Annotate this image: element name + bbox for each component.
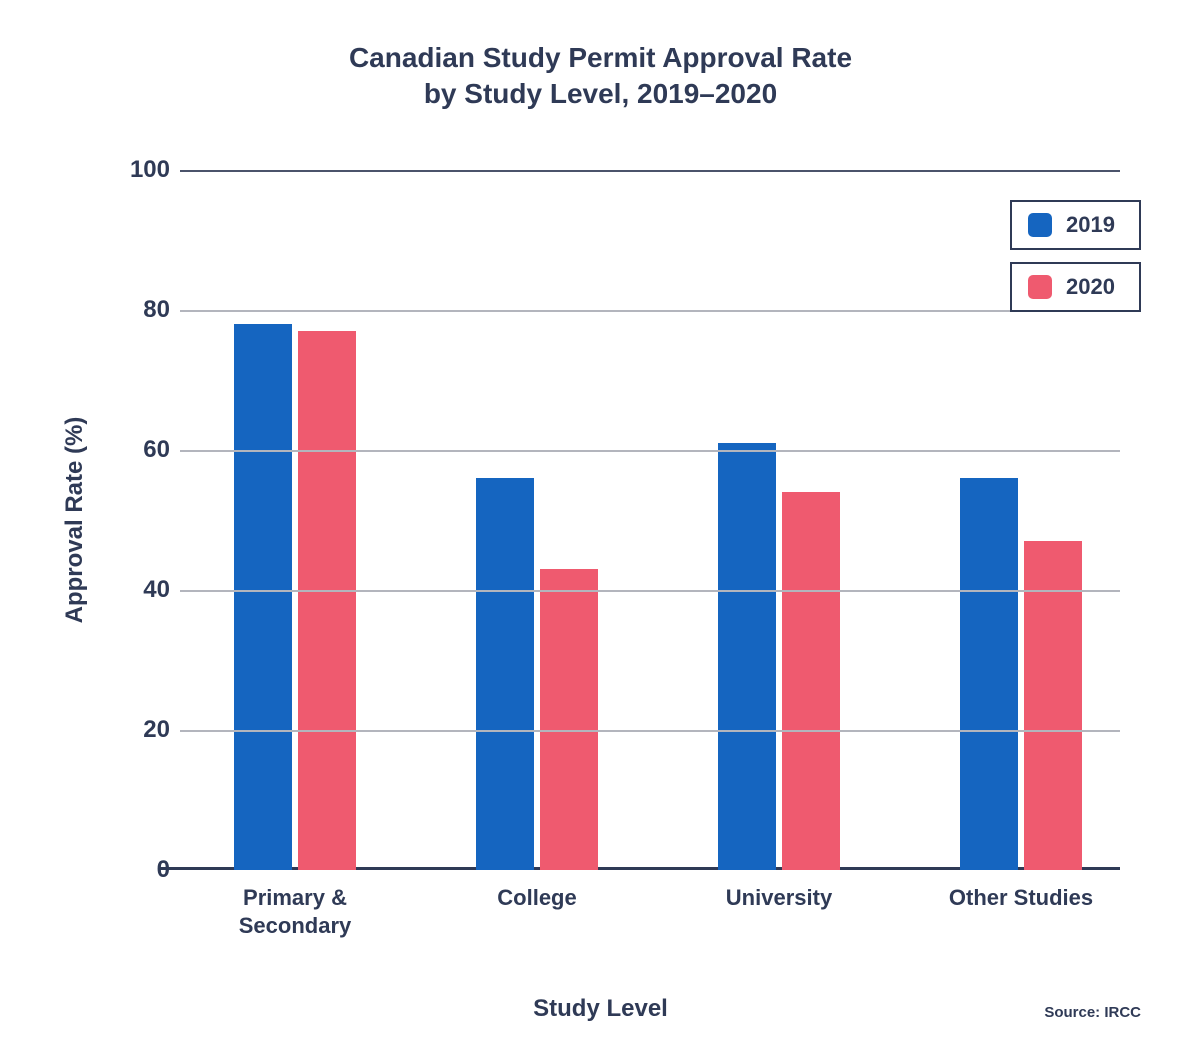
y-tick-label: 100: [110, 156, 170, 184]
x-tick-label: Other Studies: [911, 884, 1131, 912]
legend-swatch: [1028, 213, 1052, 237]
x-tick-label: Primary &Secondary: [185, 884, 405, 939]
bar: [718, 443, 776, 870]
y-tick-label: 0: [110, 856, 170, 884]
legend: 2019 2020: [1010, 200, 1141, 312]
x-tick-label: University: [669, 884, 889, 912]
y-tick-label: 20: [110, 716, 170, 744]
source-label: Source: IRCC: [1044, 1004, 1141, 1021]
gridline: [180, 730, 1120, 732]
y-tick-label: 40: [110, 576, 170, 604]
chart-container: Canadian Study Permit Approval Rate by S…: [0, 0, 1201, 1061]
y-tick-label: 80: [110, 296, 170, 324]
legend-item: 2019: [1010, 200, 1141, 250]
bars-group: [180, 170, 1120, 870]
legend-label: 2020: [1066, 274, 1115, 300]
y-tick-label: 60: [110, 436, 170, 464]
gridline: [180, 590, 1120, 592]
bar: [782, 492, 840, 870]
gridline: [180, 450, 1120, 452]
chart-title-line-2: by Study Level, 2019–2020: [424, 78, 777, 109]
bar: [298, 331, 356, 870]
bar: [476, 478, 534, 870]
gridline: [180, 170, 1120, 172]
x-tick-label: College: [427, 884, 647, 912]
x-axis-label: Study Level: [533, 995, 668, 1023]
y-axis-label: Approval Rate (%): [61, 417, 89, 624]
plot-area: 020406080100Primary &SecondaryCollegeUni…: [180, 170, 1120, 870]
bar: [960, 478, 1018, 870]
gridline: [180, 310, 1120, 312]
legend-label: 2019: [1066, 212, 1115, 238]
legend-item: 2020: [1010, 262, 1141, 312]
legend-swatch: [1028, 275, 1052, 299]
bar: [540, 569, 598, 870]
bar: [234, 324, 292, 870]
chart-title: Canadian Study Permit Approval Rate by S…: [0, 40, 1201, 113]
chart-title-line-1: Canadian Study Permit Approval Rate: [349, 42, 852, 73]
